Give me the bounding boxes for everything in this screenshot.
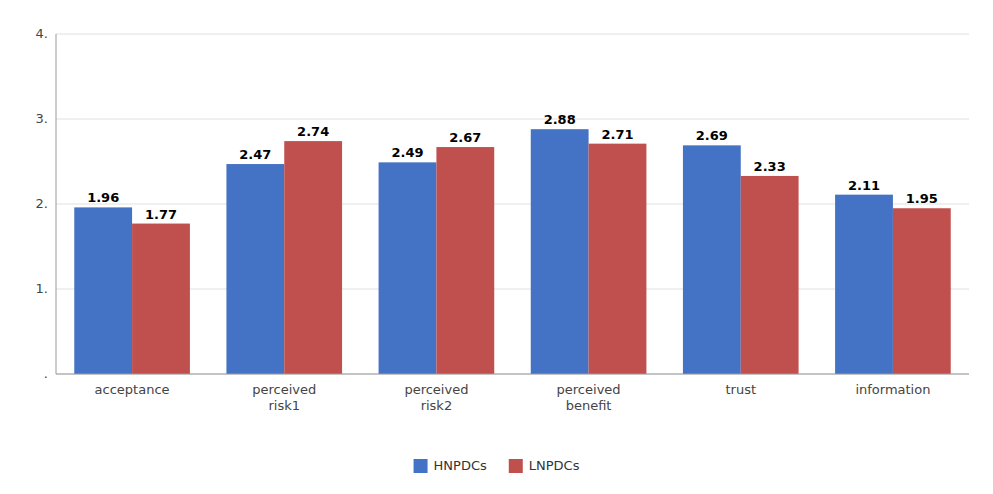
bar: [741, 176, 799, 374]
chart-container: . 1. 2. 3. 4. 1.96 2.47 2.49 2.88 2.69 2.11 1.77 2.7…: [0, 0, 993, 494]
legend-label: HNPDCs: [434, 458, 487, 473]
x-tick-label: trust: [725, 382, 756, 397]
y-tick-label: 4.: [36, 26, 48, 41]
bar: [132, 224, 190, 374]
y-tick-label: .: [44, 366, 48, 381]
x-tick-label-line: perceived: [404, 382, 468, 397]
legend-item: LNPDCs: [509, 458, 580, 474]
y-tick-label: 2.: [36, 196, 48, 211]
x-tick-label-line: trust: [725, 382, 756, 397]
bar: [893, 208, 951, 374]
x-tick-label-line: perceived: [557, 382, 621, 397]
legend-swatch: [414, 459, 428, 473]
x-tick-label-line: risk1: [268, 398, 300, 413]
data-label: 2.74: [297, 124, 329, 139]
chart-svg: . 1. 2. 3. 4. 1.96 2.47 2.49 2.88 2.69 2.11 1.77 2.7…: [0, 0, 993, 494]
x-tick-label-line: perceived: [252, 382, 316, 397]
data-label: 1.77: [145, 207, 177, 222]
data-label: 2.67: [449, 130, 481, 145]
x-tick-label-line: acceptance: [95, 382, 170, 397]
data-label: 2.49: [391, 145, 423, 160]
x-tick-label: perceivedrisk1: [252, 382, 316, 413]
bar: [531, 129, 589, 374]
data-label: 2.33: [754, 159, 786, 174]
bar: [74, 207, 132, 374]
bar: [226, 164, 284, 374]
data-label: 2.69: [696, 128, 728, 143]
bar: [436, 147, 494, 374]
legend: HNPDCs LNPDCs: [414, 458, 580, 474]
bar: [835, 195, 893, 374]
x-axis-line: [56, 374, 969, 375]
y-axis: . 1. 2. 3. 4.: [36, 26, 48, 381]
data-label: 1.96: [87, 190, 119, 205]
data-label: 1.95: [906, 191, 938, 206]
grid-line: [56, 289, 969, 290]
x-tick-label: perceivedbenefit: [557, 382, 621, 413]
data-label: 2.11: [848, 178, 880, 193]
y-axis-line: [56, 34, 57, 374]
y-tick-label: 3.: [36, 111, 48, 126]
x-tick-label-line: risk2: [421, 398, 453, 413]
data-labels: 1.96 2.47 2.49 2.88 2.69 2.11 1.77 2.74 2.67 2.71…: [87, 112, 938, 221]
x-tick-label: information: [855, 382, 930, 397]
bars: [74, 129, 950, 374]
legend-swatch: [509, 459, 523, 473]
bar: [589, 144, 647, 374]
bar: [379, 162, 437, 374]
legend-label: LNPDCs: [529, 458, 580, 473]
grid-line: [56, 204, 969, 205]
x-axis: acceptanceperceivedrisk1perceivedrisk2pe…: [95, 382, 931, 413]
legend-item: HNPDCs: [414, 458, 487, 474]
bar: [683, 145, 741, 374]
data-label: 2.47: [239, 147, 271, 162]
bar: [284, 141, 342, 374]
grid-line: [56, 374, 969, 375]
grid-line: [56, 34, 969, 35]
y-tick-label: 1.: [36, 281, 48, 296]
grid: [56, 34, 969, 374]
data-label: 2.88: [544, 112, 576, 127]
grid-line: [56, 119, 969, 120]
x-tick-label: perceivedrisk2: [404, 382, 468, 413]
x-tick-label-line: information: [855, 382, 930, 397]
x-tick-label-line: benefit: [566, 398, 612, 413]
x-tick-label: acceptance: [95, 382, 170, 397]
data-label: 2.71: [601, 127, 633, 142]
